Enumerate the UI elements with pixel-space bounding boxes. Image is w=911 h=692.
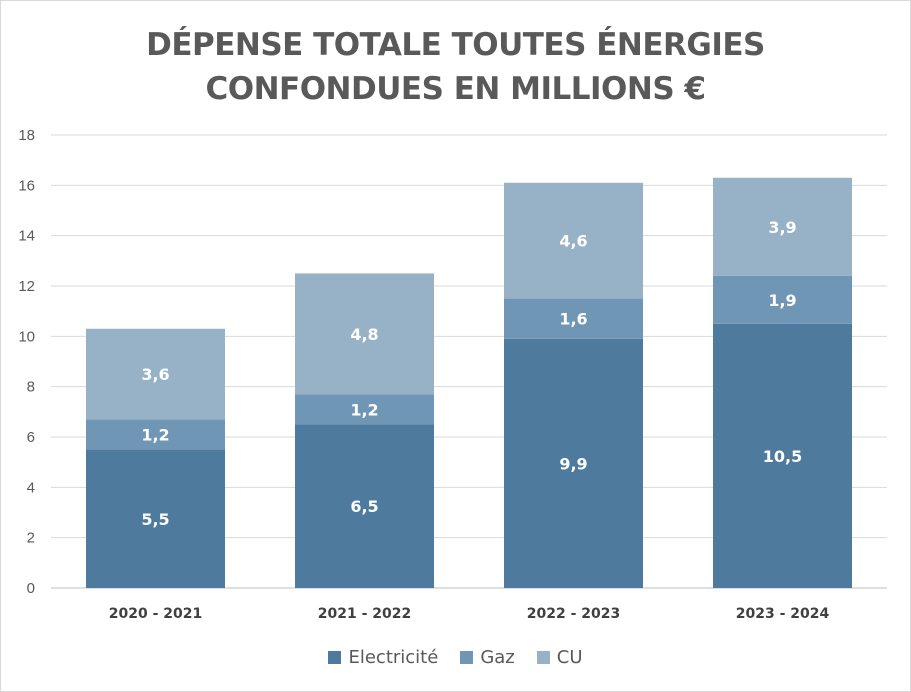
x-category-label: 2020 - 2021: [109, 606, 203, 622]
legend-swatch: [328, 651, 342, 664]
y-tick-label: 10: [18, 328, 35, 345]
x-category-label: 2022 - 2023: [527, 606, 621, 622]
bar-cu-2: [504, 182, 643, 299]
y-tick-label: 2: [27, 530, 35, 547]
chart-title: DÉPENSE TOTALE TOUTES ÉNERGIES CONFONDUE…: [1, 23, 910, 111]
chart-title-line-2: CONFONDUES EN MILLIONS €: [205, 71, 706, 107]
bar-gaz-2: [504, 298, 643, 339]
y-tick-label: 0: [27, 580, 35, 597]
bar-gaz-1: [295, 394, 434, 425]
y-tick-label: 18: [18, 127, 35, 144]
data-label: 1,2: [350, 400, 378, 419]
legend-item: Gaz: [460, 647, 515, 668]
chart-legend: Electricité Gaz CU: [1, 647, 910, 668]
data-label: 4,8: [350, 325, 378, 344]
bar-electricit--0: [86, 449, 225, 588]
data-label: 4,6: [559, 232, 587, 251]
data-label: 3,6: [141, 365, 169, 384]
data-label: 9,9: [559, 454, 587, 473]
x-category-label: 2021 - 2022: [318, 606, 412, 622]
legend-item: Electricité: [328, 647, 438, 668]
y-tick-label: 16: [18, 177, 35, 194]
x-category-label: 2023 - 2024: [736, 606, 830, 622]
bar-cu-0: [86, 328, 225, 420]
data-label: 5,5: [141, 510, 169, 529]
y-tick-label: 8: [27, 379, 35, 396]
data-label: 1,9: [768, 291, 796, 310]
legend-label: CU: [556, 647, 583, 668]
bar-gaz-3: [713, 275, 852, 324]
legend-label: Gaz: [480, 647, 515, 668]
bar-electricit--3: [713, 323, 852, 588]
legend-item: CU: [536, 647, 583, 668]
bar-cu-3: [713, 177, 852, 276]
data-label: 1,6: [559, 310, 587, 329]
data-label: 10,5: [763, 447, 802, 466]
data-label: 6,5: [350, 497, 378, 516]
bar-cu-1: [295, 273, 434, 395]
y-tick-label: 6: [27, 429, 35, 446]
bar-electricit--2: [504, 338, 643, 588]
bar-gaz-0: [86, 419, 225, 450]
chart-title-line-1: DÉPENSE TOTALE TOUTES ÉNERGIES: [146, 27, 765, 63]
y-tick-label: 12: [18, 278, 35, 295]
legend-label: Electricité: [348, 647, 439, 668]
bar-electricit--1: [295, 424, 434, 588]
y-tick-label: 4: [27, 479, 35, 496]
y-tick-label: 14: [18, 228, 35, 245]
legend-swatch: [536, 651, 550, 664]
data-label: 1,2: [141, 425, 169, 444]
data-label: 3,9: [768, 218, 796, 237]
legend-swatch: [460, 651, 474, 664]
